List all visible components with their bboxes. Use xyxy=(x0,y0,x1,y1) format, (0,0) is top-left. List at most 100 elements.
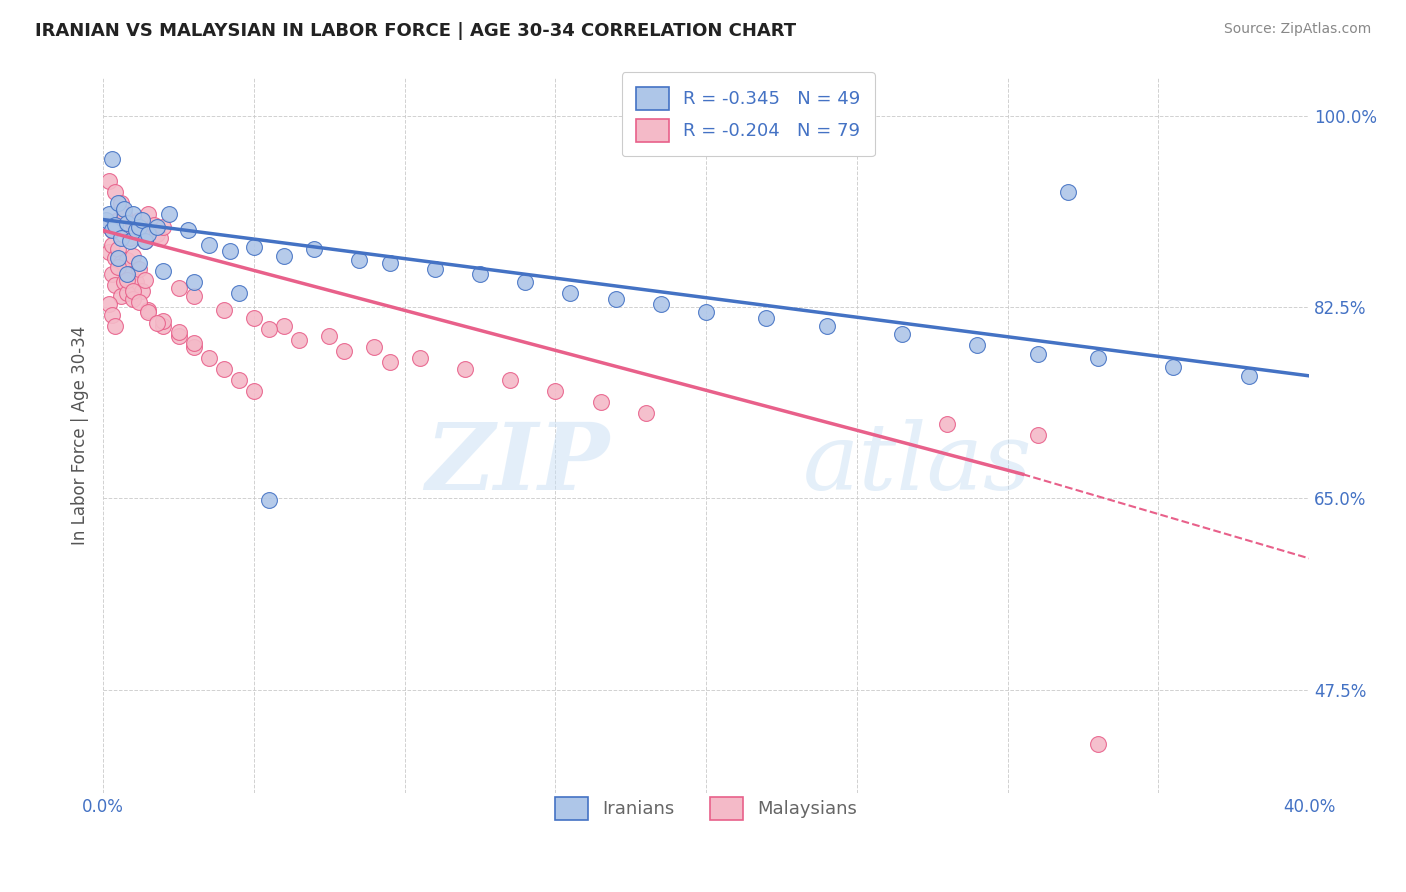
Point xyxy=(98,207,121,221)
Point xyxy=(197,351,219,366)
Point xyxy=(243,240,266,254)
Point xyxy=(122,284,145,298)
Point xyxy=(1237,368,1260,383)
Point xyxy=(468,267,491,281)
Point xyxy=(212,303,235,318)
Point xyxy=(288,333,311,347)
Point xyxy=(146,317,169,331)
Point xyxy=(98,174,121,188)
Point xyxy=(110,256,132,270)
Point xyxy=(94,218,117,232)
Point xyxy=(128,220,150,235)
Point xyxy=(650,296,672,310)
Point xyxy=(107,196,129,211)
Point xyxy=(122,249,145,263)
Point xyxy=(167,325,190,339)
Point xyxy=(197,237,219,252)
Point xyxy=(167,329,190,343)
Point xyxy=(134,235,156,249)
Point xyxy=(128,294,150,309)
Point xyxy=(122,216,145,230)
Point xyxy=(218,244,240,259)
Point xyxy=(107,260,129,274)
Point xyxy=(138,207,160,221)
Point xyxy=(1087,737,1109,751)
Point xyxy=(131,284,153,298)
Point xyxy=(183,336,205,351)
Point xyxy=(101,223,124,237)
Point xyxy=(101,153,124,167)
Legend: Iranians, Malaysians: Iranians, Malaysians xyxy=(540,782,872,834)
Point xyxy=(122,293,145,307)
Point xyxy=(408,351,430,366)
Point xyxy=(110,289,132,303)
Point xyxy=(966,338,988,352)
Point xyxy=(128,261,150,276)
Point xyxy=(243,384,266,398)
Point xyxy=(363,340,385,354)
Point xyxy=(257,322,280,336)
Point xyxy=(333,343,356,358)
Point xyxy=(228,285,250,300)
Point xyxy=(423,261,446,276)
Point xyxy=(815,318,838,333)
Point xyxy=(1026,427,1049,442)
Text: Source: ZipAtlas.com: Source: ZipAtlas.com xyxy=(1223,22,1371,37)
Point xyxy=(125,275,148,289)
Point xyxy=(378,354,401,368)
Point xyxy=(302,242,325,256)
Point xyxy=(605,293,627,307)
Point xyxy=(634,406,657,420)
Point xyxy=(125,223,148,237)
Point xyxy=(104,185,127,199)
Point xyxy=(560,285,582,300)
Point xyxy=(128,212,150,227)
Point xyxy=(117,267,139,281)
Point xyxy=(146,220,169,235)
Point xyxy=(349,252,371,267)
Point xyxy=(152,220,174,235)
Point xyxy=(117,285,139,300)
Point xyxy=(104,318,127,333)
Point xyxy=(143,218,166,232)
Point xyxy=(228,373,250,387)
Point xyxy=(152,264,174,278)
Point xyxy=(149,231,172,245)
Point xyxy=(131,212,153,227)
Point xyxy=(98,296,121,310)
Point xyxy=(515,275,537,289)
Point xyxy=(152,314,174,328)
Point xyxy=(98,245,121,260)
Point xyxy=(176,223,198,237)
Point xyxy=(138,227,160,241)
Point xyxy=(112,207,135,221)
Point xyxy=(120,267,142,281)
Point xyxy=(167,281,190,295)
Point xyxy=(159,207,181,221)
Point xyxy=(1026,347,1049,361)
Point xyxy=(936,417,959,431)
Point xyxy=(125,223,148,237)
Point xyxy=(110,196,132,211)
Point xyxy=(120,235,142,249)
Point xyxy=(120,231,142,245)
Point xyxy=(112,264,135,278)
Point xyxy=(152,318,174,333)
Text: ZIP: ZIP xyxy=(426,419,610,509)
Point xyxy=(273,318,295,333)
Point xyxy=(1087,351,1109,366)
Point xyxy=(138,305,160,319)
Point xyxy=(378,256,401,270)
Point xyxy=(141,223,163,237)
Point xyxy=(107,212,129,227)
Point xyxy=(243,310,266,325)
Point xyxy=(122,207,145,221)
Point xyxy=(544,384,567,398)
Text: atlas: atlas xyxy=(803,419,1032,509)
Text: IRANIAN VS MALAYSIAN IN LABOR FORCE | AGE 30-34 CORRELATION CHART: IRANIAN VS MALAYSIAN IN LABOR FORCE | AG… xyxy=(35,22,796,40)
Point xyxy=(257,493,280,508)
Point xyxy=(117,252,139,267)
Point xyxy=(110,231,132,245)
Point xyxy=(101,267,124,281)
Point xyxy=(101,308,124,322)
